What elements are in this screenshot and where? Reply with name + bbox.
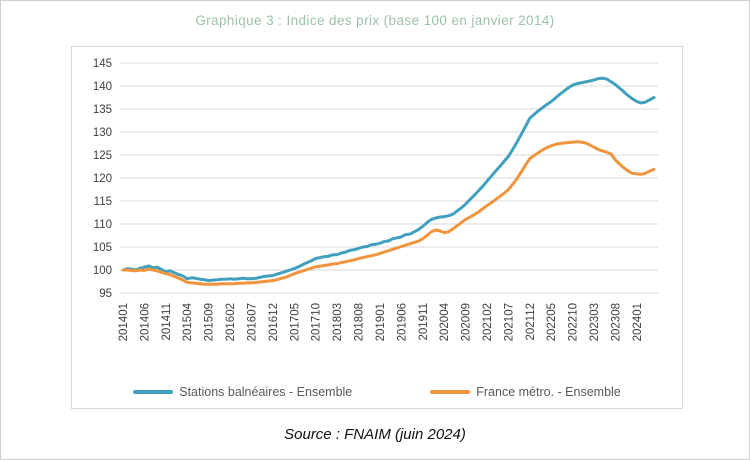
price-index-line-chart: 95 100 105 110 115 120 125 130 135 140 145 201401 20… xyxy=(93,58,658,341)
chart-area: 95 100 105 110 115 120 125 130 135 140 145 201401 20… xyxy=(71,46,683,409)
svg-text:110: 110 xyxy=(94,219,112,231)
source-caption: Source : FNAIM (juin 2024) xyxy=(284,426,466,443)
svg-text:202004: 202004 xyxy=(439,302,451,341)
svg-text:201911: 201911 xyxy=(418,303,430,341)
svg-text:202308: 202308 xyxy=(611,303,623,341)
svg-text:201602: 201602 xyxy=(225,303,237,341)
svg-text:202210: 202210 xyxy=(568,303,580,341)
legend-label-stations-balneaires: Stations balnéaires - Ensemble xyxy=(179,385,353,399)
legend-item-france-metro: France métro. - Ensemble xyxy=(430,385,621,399)
svg-text:120: 120 xyxy=(93,173,112,185)
svg-text:201808: 201808 xyxy=(354,303,366,341)
svg-text:135: 135 xyxy=(93,104,112,116)
svg-text:105: 105 xyxy=(93,242,112,254)
svg-text:201504: 201504 xyxy=(182,302,194,341)
svg-text:201901: 201901 xyxy=(375,303,387,341)
france-metro-line-swatch xyxy=(430,389,471,395)
svg-text:201705: 201705 xyxy=(289,303,301,341)
legend-label-france-metro: France métro. - Ensemble xyxy=(476,385,621,399)
svg-text:115: 115 xyxy=(94,196,112,208)
svg-text:201406: 201406 xyxy=(139,303,151,341)
svg-text:201411: 201411 xyxy=(161,303,173,341)
svg-text:140: 140 xyxy=(93,81,112,93)
legend-item-stations-balneaires: Stations balnéaires - Ensemble xyxy=(133,385,352,399)
svg-text:202107: 202107 xyxy=(503,303,515,341)
svg-text:201607: 201607 xyxy=(247,303,259,341)
chart-title: Graphique 3 : Indice des prix (base 100 … xyxy=(195,13,555,28)
svg-text:202303: 202303 xyxy=(589,303,601,341)
svg-text:201401: 201401 xyxy=(118,303,130,341)
stations-balneaires-line-swatch xyxy=(133,389,174,395)
svg-text:201710: 201710 xyxy=(311,303,323,341)
svg-text:201612: 201612 xyxy=(268,303,280,341)
svg-text:130: 130 xyxy=(93,127,112,139)
svg-text:100: 100 xyxy=(93,265,112,277)
chart-legend: Stations balnéaires - Ensemble France mé… xyxy=(72,385,682,399)
svg-text:95: 95 xyxy=(99,288,112,300)
svg-text:202102: 202102 xyxy=(482,303,494,341)
svg-text:145: 145 xyxy=(93,58,112,70)
svg-text:202112: 202112 xyxy=(525,303,537,341)
svg-text:201509: 201509 xyxy=(204,303,216,341)
svg-text:125: 125 xyxy=(93,150,112,162)
svg-text:201803: 201803 xyxy=(332,303,344,341)
svg-text:202401: 202401 xyxy=(632,303,644,341)
svg-text:202205: 202205 xyxy=(546,303,558,341)
svg-text:201906: 201906 xyxy=(396,303,408,341)
svg-text:202009: 202009 xyxy=(461,303,473,341)
